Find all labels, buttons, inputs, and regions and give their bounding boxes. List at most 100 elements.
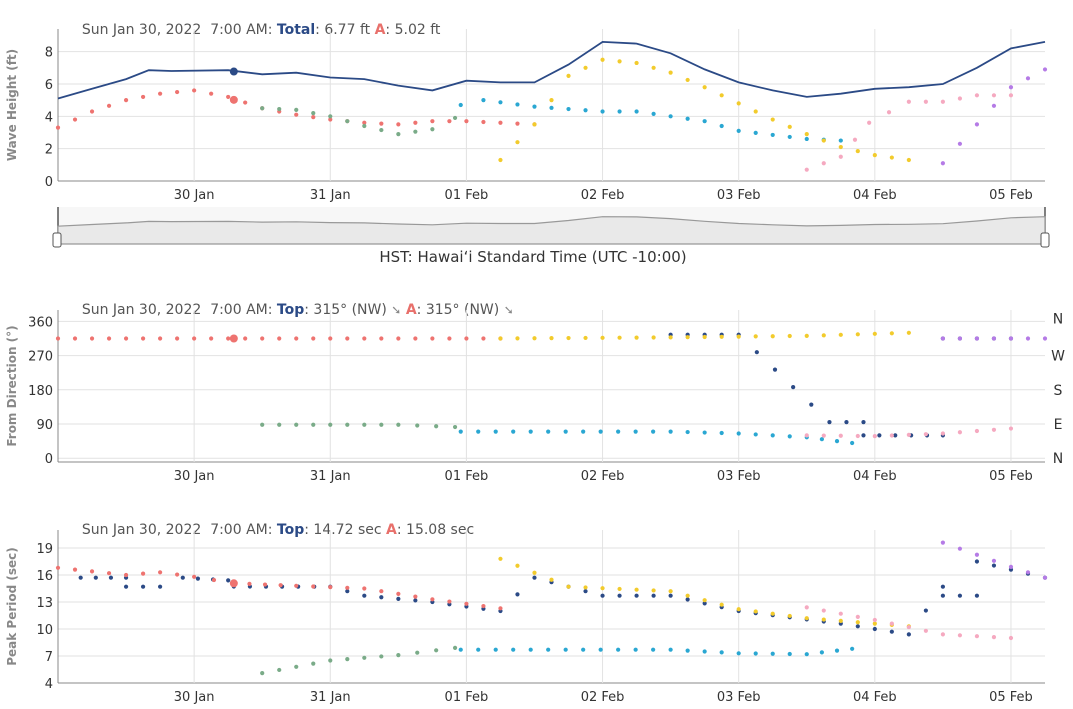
data-point-E [821,433,826,438]
data-point-E [1008,635,1014,641]
data-point-total [634,593,639,598]
data-point-D [651,65,656,70]
time-navigator[interactable]: HST: Hawaiʻi Standard Time (UTC -10:00) [52,207,1050,266]
data-point-C [481,98,486,103]
data-point-E [991,93,997,98]
data-point-A [106,103,112,108]
x-tick-label: 01 Feb [445,469,489,484]
data-point-F [957,336,963,341]
data-point-D [855,620,860,625]
data-point-C [546,647,551,652]
data-point-C [770,651,775,656]
y-tick-label: 10 [36,623,53,638]
x-tick-label: 30 Jan [174,188,215,203]
data-point-C [598,647,603,652]
data-point-B [294,664,299,669]
data-point-D [821,617,826,622]
data-point-D [838,618,843,624]
hover-point-total[interactable] [229,67,238,76]
data-point-D [787,124,792,129]
readout-date: Sun Jan 30, 2022 [81,302,202,318]
data-point-D [736,607,741,612]
data-point-E [889,433,894,438]
data-point-D [753,334,758,339]
data-point-C [702,119,707,124]
navigator-left-handle[interactable] [52,232,62,248]
data-point-E [821,161,826,166]
data-point-C [770,132,775,138]
data-point-A [192,88,197,93]
y-tick-label: 4 [45,110,53,125]
data-point-D [855,148,860,154]
direction-chart[interactable]: 0 90 180 270 360 30 Jan 31 Jan 01 Feb 02 Feb 03 F… [5,310,1065,484]
data-point-A [311,584,316,589]
data-point-C [532,104,537,109]
data-point-D [668,589,673,594]
data-point-D [549,336,554,341]
data-point-B [434,424,439,429]
data-point-A [379,589,384,594]
wave-height-chart[interactable]: 0 2 4 6 8 30 Jan 31 Jan 01 Feb 02 Feb 03 Feb 04 Fe… [5,29,1048,203]
data-point-B [311,110,316,116]
data-point-C [511,647,516,652]
data-point-D [770,334,775,339]
data-point-F [1042,336,1048,341]
data-point-F [940,540,945,545]
data-point-D [498,556,503,561]
data-point-C [850,646,855,651]
data-point-total [345,589,350,594]
data-point-B [260,671,265,676]
data-point-A [55,125,61,130]
data-point-C [787,434,792,439]
data-point-A [175,89,180,95]
data-point-C [668,429,673,434]
data-point-B [260,106,265,111]
hover-point-A[interactable] [229,579,238,588]
data-point-D [702,598,707,603]
data-point-D [600,335,605,340]
data-point-D [685,335,690,340]
data-point-A [362,120,367,125]
data-point-E [957,430,963,435]
navigator-right-handle[interactable] [1040,232,1050,248]
data-point-E [804,167,809,172]
data-point-C [546,429,551,434]
data-point-B [362,422,367,427]
data-point-total [123,584,129,589]
data-point-D [600,586,605,591]
data-point-D [549,577,554,582]
data-point-E [974,428,980,434]
y-tick-label: 2 [45,143,53,158]
data-point-C [458,429,463,434]
data-point-E [886,110,892,115]
peak-period-chart[interactable]: 4 7 10 13 16 19 30 Jan 31 Jan 01 Feb 02 Feb 03 Feb… [5,530,1048,705]
compass-label: N [1053,311,1063,327]
data-point-C [702,649,707,654]
x-tick-label: 03 Feb [717,188,761,203]
data-point-total [861,433,866,438]
y-tick-label: 4 [45,677,53,692]
data-point-D [634,587,639,592]
data-point-D [532,570,537,575]
data-point-A [396,591,401,597]
data-point-C [819,437,824,442]
data-point-total [791,385,796,390]
data-point-C [753,651,758,656]
data-point-total [827,420,832,425]
data-point-A [55,565,61,570]
data-point-D [634,60,639,66]
data-point-total [651,593,656,598]
data-point-E [852,137,858,142]
data-point-D [651,335,656,340]
data-point-B [277,422,282,427]
data-point-A [464,336,469,341]
data-point-C [566,106,571,112]
data-point-E [923,628,928,633]
hover-point-A[interactable] [229,95,238,104]
x-tick-label: 04 Feb [853,469,897,484]
data-point-A [89,569,95,574]
hover-point-A[interactable] [229,334,238,343]
data-point-total [940,584,945,589]
data-point-C [511,429,516,434]
